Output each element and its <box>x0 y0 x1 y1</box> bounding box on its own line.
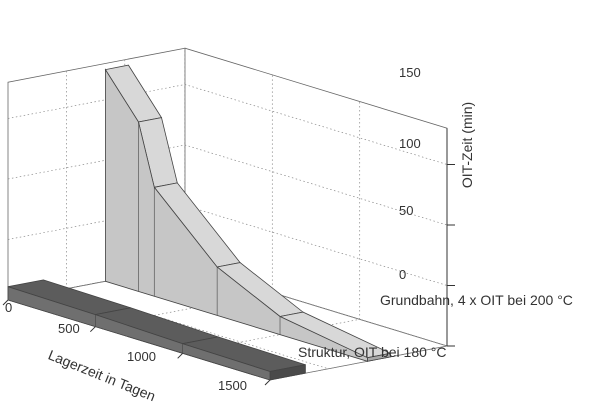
gridline-d-1 <box>66 71 329 370</box>
x-tick-0 <box>2 299 9 306</box>
x-tick-1 <box>89 326 96 333</box>
series-label-struktur: Struktur, OIT bei 180 °C <box>298 344 447 360</box>
z-axis-label: OIT-Zeit (min) <box>459 102 475 188</box>
z-tick-label-3: 150 <box>399 65 421 80</box>
series-label-grundbahn: Grundbahn, 4 x OIT bei 200 °C <box>380 292 573 308</box>
x-tick-label-1: 500 <box>58 321 80 336</box>
z-tick-label-1: 50 <box>399 203 413 218</box>
gridline-d-3 <box>184 48 448 347</box>
x-tick-2 <box>177 352 184 359</box>
x-axis: 0 500 1000 1500 <box>5 300 247 393</box>
z-axis: 0 50 100 150 <box>399 65 421 282</box>
x-tick-label-3: 1500 <box>218 378 247 393</box>
x-tick-label-2: 1000 <box>127 349 156 364</box>
z-tick-label-2: 100 <box>399 136 421 151</box>
chart-series-layer <box>7 64 392 381</box>
series-front-face <box>105 68 368 362</box>
x-tick-3 <box>264 379 271 386</box>
z-tick-label-0: 0 <box>399 267 406 282</box>
x-tick-label-0: 0 <box>5 300 12 315</box>
series-ribbon-1 <box>104 64 392 362</box>
series-ribbon-0 <box>7 279 306 381</box>
